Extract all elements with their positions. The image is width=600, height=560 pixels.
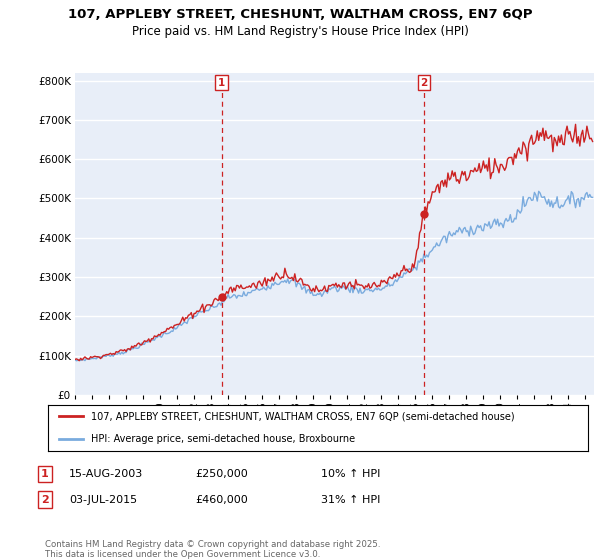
Text: 03-JUL-2015: 03-JUL-2015	[69, 494, 137, 505]
Text: 1: 1	[41, 469, 49, 479]
Text: 2: 2	[420, 78, 427, 87]
Text: Contains HM Land Registry data © Crown copyright and database right 2025.
This d: Contains HM Land Registry data © Crown c…	[45, 540, 380, 559]
Text: 107, APPLEBY STREET, CHESHUNT, WALTHAM CROSS, EN7 6QP: 107, APPLEBY STREET, CHESHUNT, WALTHAM C…	[68, 8, 532, 21]
Text: 31% ↑ HPI: 31% ↑ HPI	[321, 494, 380, 505]
Text: £460,000: £460,000	[195, 494, 248, 505]
Text: £250,000: £250,000	[195, 469, 248, 479]
Text: 1: 1	[218, 78, 226, 87]
Text: 107, APPLEBY STREET, CHESHUNT, WALTHAM CROSS, EN7 6QP (semi-detached house): 107, APPLEBY STREET, CHESHUNT, WALTHAM C…	[91, 412, 515, 421]
Text: 10% ↑ HPI: 10% ↑ HPI	[321, 469, 380, 479]
Text: 15-AUG-2003: 15-AUG-2003	[69, 469, 143, 479]
Text: HPI: Average price, semi-detached house, Broxbourne: HPI: Average price, semi-detached house,…	[91, 435, 355, 444]
Text: Price paid vs. HM Land Registry's House Price Index (HPI): Price paid vs. HM Land Registry's House …	[131, 25, 469, 38]
Text: 2: 2	[41, 494, 49, 505]
